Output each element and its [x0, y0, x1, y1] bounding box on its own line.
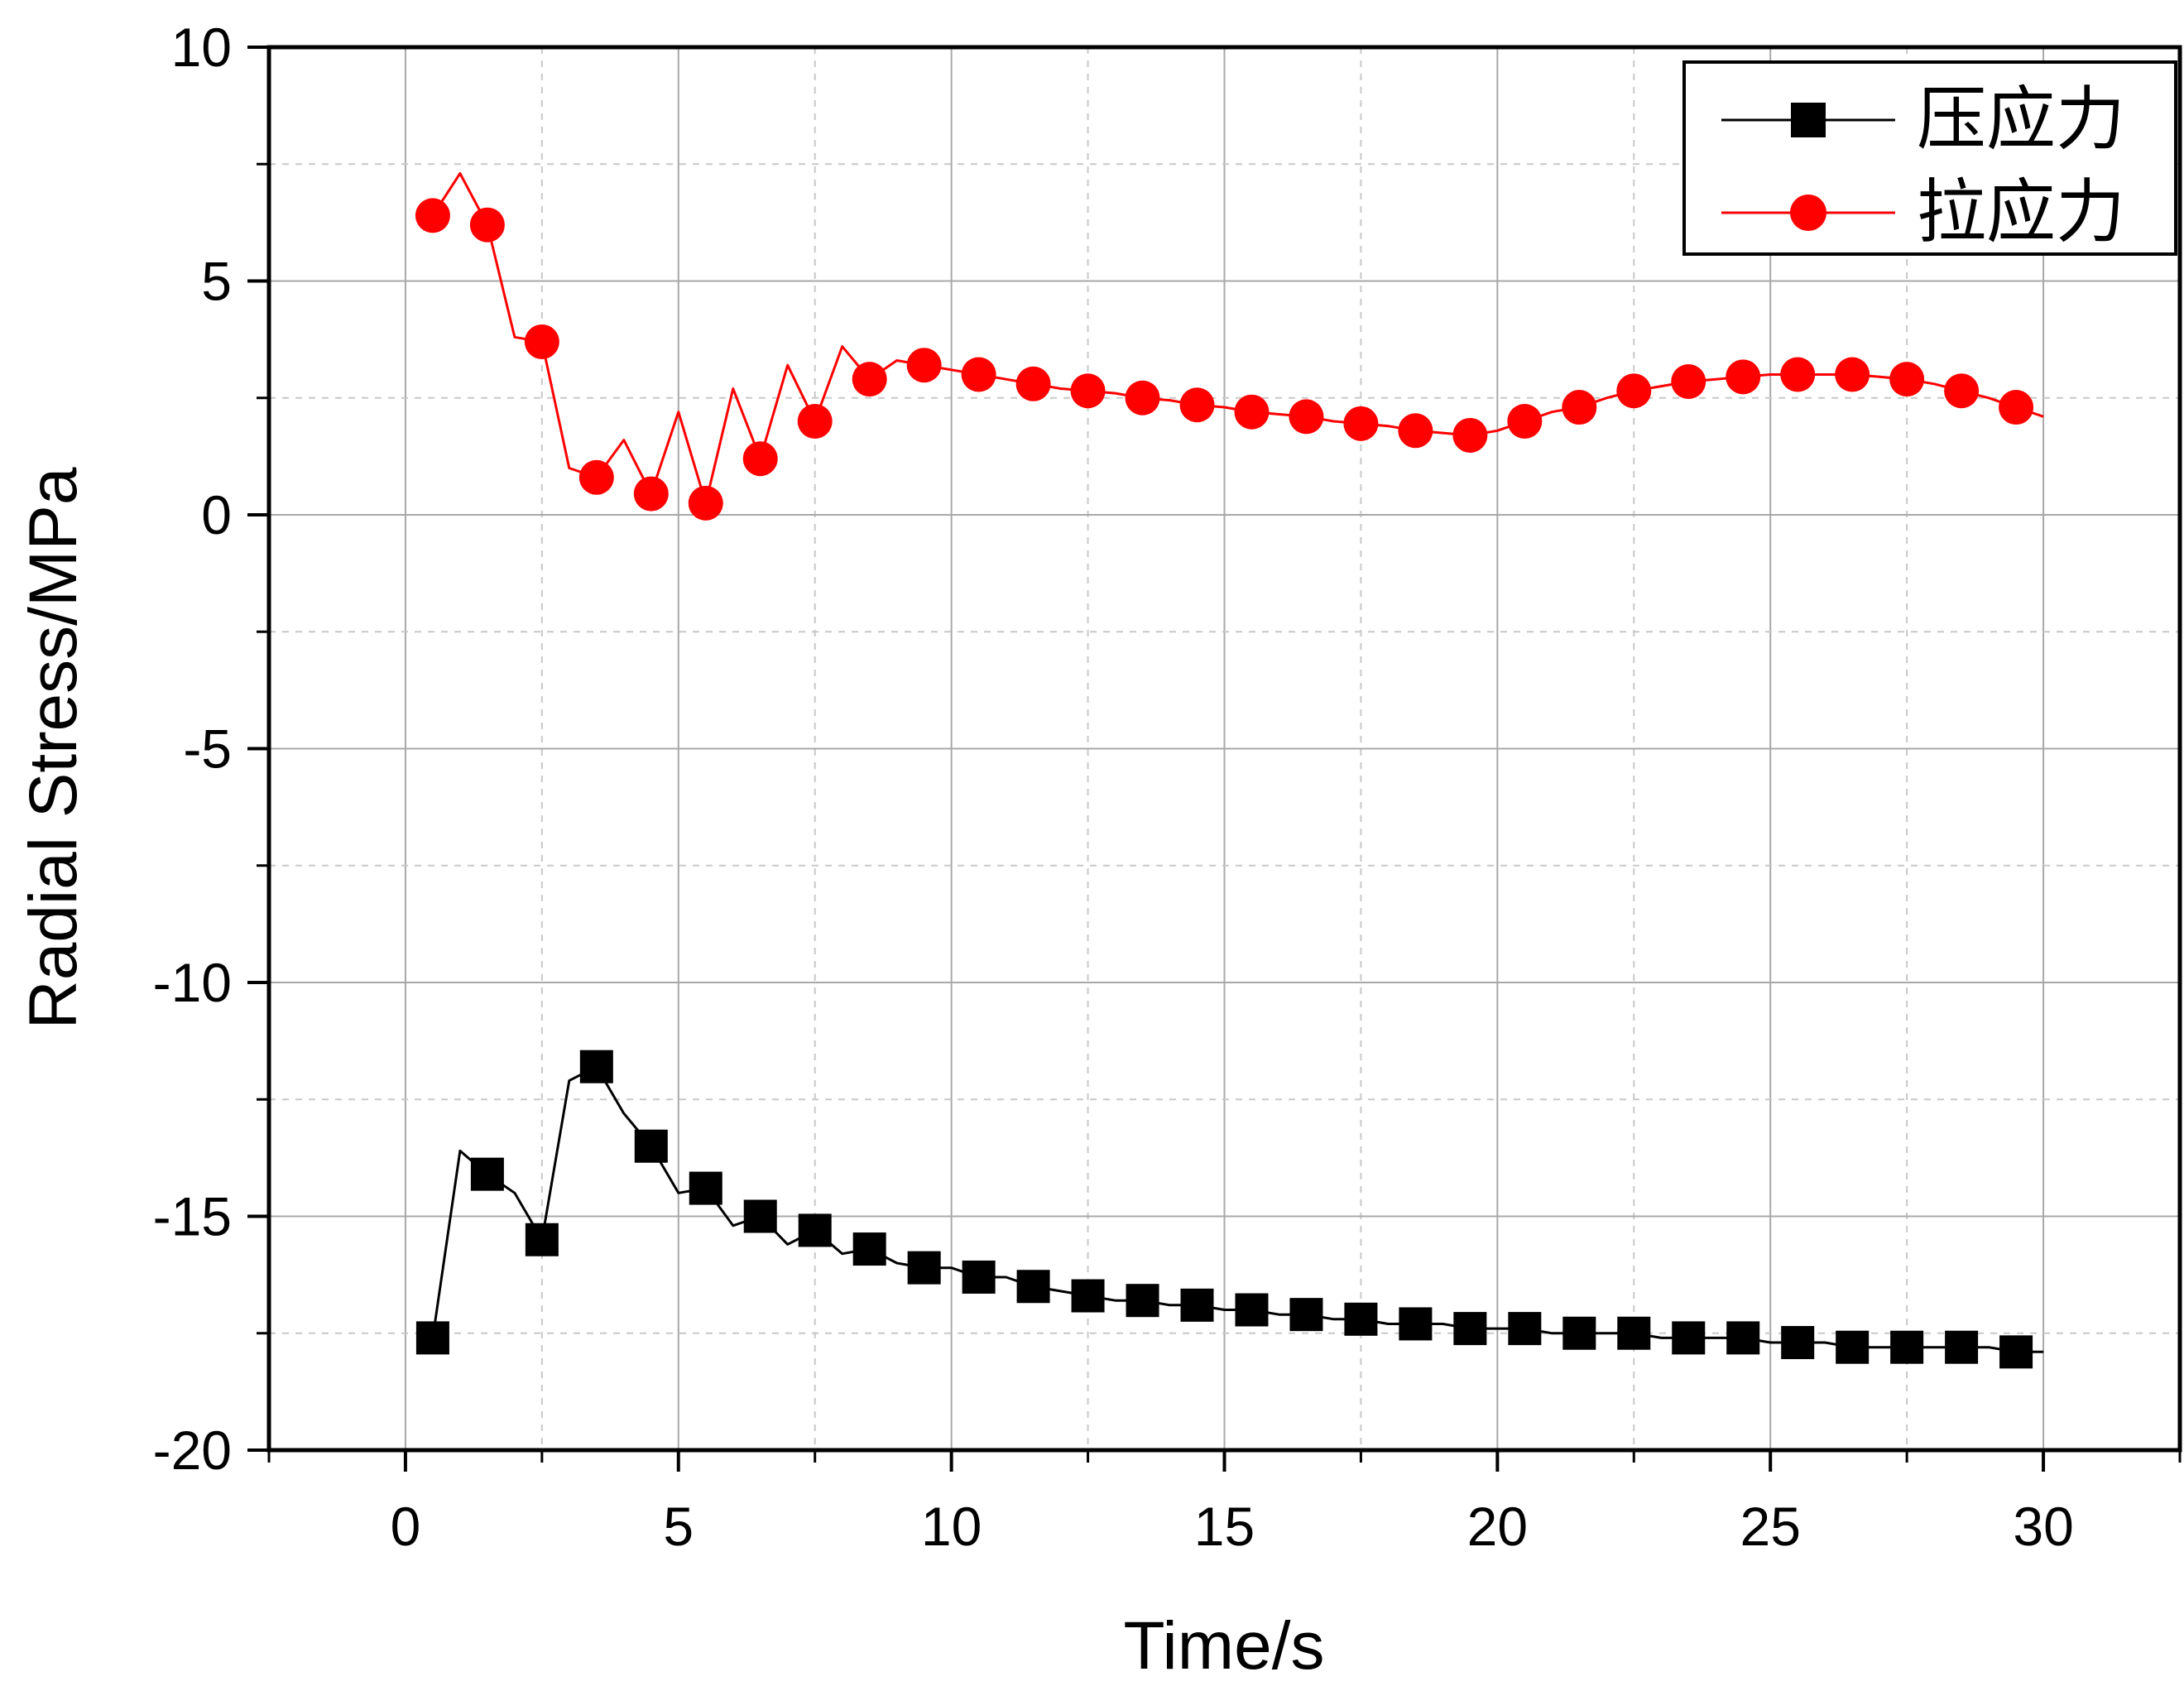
data-point-circle: [906, 348, 942, 383]
data-point-circle: [578, 459, 614, 495]
data-point-circle: [1944, 373, 1980, 409]
data-point-circle: [1616, 373, 1652, 409]
data-point-square: [852, 1232, 886, 1266]
data-point-square: [1344, 1302, 1378, 1336]
data-point-square: [1945, 1330, 1979, 1364]
x-tick-label: 30: [2013, 1496, 2073, 1557]
data-point-circle: [524, 324, 559, 359]
data-point-circle: [688, 485, 723, 521]
data-point-square: [1999, 1335, 2033, 1369]
x-axis-title: Time/s: [1124, 1608, 1325, 1684]
data-point-circle: [1999, 390, 2034, 425]
data-point-circle: [1452, 417, 1488, 453]
data-point-square: [1890, 1330, 1924, 1364]
data-point-square: [743, 1199, 777, 1233]
y-tick-label: 0: [201, 484, 232, 545]
data-point-square: [470, 1157, 504, 1191]
y-axis-title: Radial Stress/MPa: [16, 467, 91, 1029]
data-point-square: [1071, 1279, 1105, 1313]
legend: 压应力 拉应力: [1682, 60, 2177, 256]
data-point-circle: [797, 404, 833, 439]
legend-label-compressive: 压应力: [1917, 79, 2125, 160]
data-point-square: [579, 1050, 613, 1083]
data-point-circle: [1507, 404, 1543, 439]
data-point-circle: [633, 476, 669, 512]
series-layer: [415, 172, 2044, 1369]
data-point-circle: [1780, 357, 1816, 392]
x-tick-label: 0: [391, 1496, 421, 1557]
y-tick-label: -10: [153, 952, 232, 1013]
data-point-square: [1016, 1270, 1050, 1304]
data-point-square: [798, 1213, 832, 1247]
data-point-square: [1289, 1298, 1323, 1332]
data-point-square: [1235, 1293, 1269, 1327]
data-point-square: [962, 1260, 996, 1294]
legend-marker-tensile: [1790, 195, 1826, 231]
x-tick-label: 25: [1740, 1496, 1801, 1557]
y-tick-label: -15: [153, 1186, 232, 1247]
y-tick-label: -5: [183, 718, 232, 780]
data-point-square: [1836, 1330, 1870, 1364]
data-point-square: [1617, 1316, 1651, 1350]
data-point-circle: [1726, 359, 1761, 395]
data-point-square: [1781, 1326, 1815, 1360]
data-point-square: [1508, 1312, 1542, 1346]
data-point-circle: [469, 207, 505, 243]
legend-box: [1682, 60, 2177, 256]
data-point-square: [1672, 1321, 1706, 1355]
data-point-square: [1453, 1312, 1487, 1346]
data-point-square: [1562, 1316, 1596, 1350]
data-point-square: [634, 1129, 668, 1163]
data-point-square: [1399, 1307, 1433, 1341]
y-tick-label: 5: [201, 251, 232, 312]
x-tick-label: 15: [1194, 1496, 1255, 1557]
data-point-circle: [1343, 406, 1379, 441]
data-point-circle: [852, 362, 887, 397]
axis-ticks: 0 5 10 15 20 25 30 10 5 0 -5 -10 -15 -20: [153, 17, 2182, 1557]
data-point-circle: [1835, 357, 1870, 392]
data-point-circle: [415, 198, 450, 233]
series-compressive: [415, 1050, 2044, 1369]
series-tensile: [415, 172, 2044, 521]
data-point-circle: [1562, 390, 1597, 425]
x-tick-label: 5: [663, 1496, 694, 1557]
data-point-circle: [1671, 363, 1706, 399]
data-point-square: [1726, 1321, 1760, 1355]
data-point-circle: [1398, 413, 1433, 449]
data-point-circle: [1015, 366, 1051, 401]
data-point-circle: [1125, 380, 1160, 416]
x-tick-label: 10: [921, 1496, 982, 1557]
legend-label-tensile: 拉应力: [1917, 171, 2125, 252]
data-point-square: [1180, 1288, 1214, 1322]
x-tick-label: 20: [1467, 1496, 1528, 1557]
data-point-circle: [1289, 399, 1324, 435]
data-point-circle: [1070, 373, 1106, 409]
data-point-square: [525, 1223, 559, 1256]
y-tick-label: -20: [153, 1420, 232, 1481]
data-point-circle: [1179, 387, 1215, 423]
data-point-circle: [961, 357, 996, 392]
data-point-circle: [1234, 394, 1270, 430]
data-point-circle: [742, 441, 778, 477]
data-point-square: [907, 1251, 941, 1285]
y-tick-label: 10: [171, 17, 232, 78]
data-point-square: [415, 1321, 449, 1355]
data-point-square: [689, 1171, 722, 1205]
data-point-square: [1126, 1284, 1159, 1318]
data-point-circle: [1889, 362, 1925, 397]
legend-marker-compressive: [1791, 103, 1826, 137]
